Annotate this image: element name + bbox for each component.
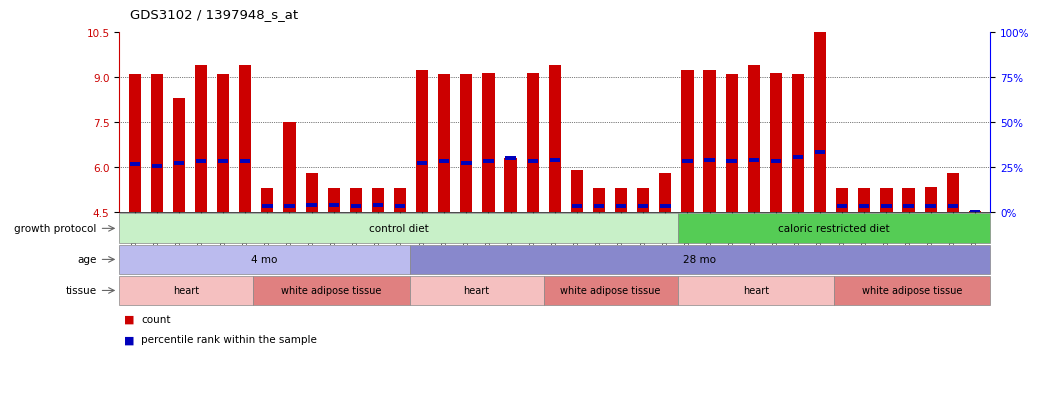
Bar (970, 211, 980, 215)
Bar (638, 205, 648, 209)
Bar (528, 160, 538, 164)
Bar (616, 205, 626, 209)
Bar (770, 160, 781, 164)
Bar (217, 75, 229, 213)
Bar (549, 66, 561, 213)
Bar (593, 189, 606, 213)
Bar (615, 189, 627, 213)
Bar (461, 161, 472, 165)
Bar (571, 205, 582, 209)
Text: tissue: tissue (65, 286, 96, 296)
Bar (372, 189, 384, 213)
Bar (261, 189, 274, 213)
Bar (793, 155, 804, 159)
Text: 28 mo: 28 mo (683, 255, 717, 265)
Bar (417, 161, 427, 165)
Bar (329, 203, 339, 207)
Bar (637, 189, 649, 213)
Bar (173, 99, 185, 213)
Bar (174, 161, 185, 165)
Text: 4 mo: 4 mo (251, 255, 278, 265)
Bar (661, 205, 671, 209)
Bar (902, 189, 915, 213)
Bar (749, 158, 759, 162)
Bar (349, 189, 362, 213)
Text: heart: heart (742, 286, 768, 296)
Text: ■: ■ (124, 314, 135, 324)
Bar (815, 151, 825, 155)
Text: heart: heart (173, 286, 199, 296)
Bar (550, 158, 560, 162)
Text: age: age (77, 255, 96, 265)
Bar (483, 160, 494, 164)
Bar (594, 205, 605, 209)
Bar (439, 75, 450, 213)
Text: control diet: control diet (368, 224, 428, 234)
Bar (660, 174, 671, 213)
Bar (969, 211, 981, 213)
Bar (372, 203, 383, 207)
Bar (416, 71, 428, 213)
Text: GDS3102 / 1397948_s_at: GDS3102 / 1397948_s_at (130, 8, 298, 21)
Bar (328, 189, 340, 213)
Bar (769, 74, 782, 213)
Bar (704, 158, 714, 162)
Bar (859, 189, 870, 213)
Bar (262, 205, 273, 209)
Bar (306, 174, 317, 213)
Bar (903, 205, 914, 209)
Bar (395, 205, 405, 209)
Bar (948, 205, 958, 209)
Bar (859, 205, 869, 209)
Bar (196, 160, 206, 164)
Bar (947, 174, 959, 213)
Bar (925, 205, 935, 209)
Text: ■: ■ (124, 335, 135, 344)
Bar (505, 157, 515, 161)
Bar (482, 74, 495, 213)
Text: count: count (141, 314, 170, 324)
Bar (881, 205, 892, 209)
Bar (682, 160, 693, 164)
Text: white adipose tissue: white adipose tissue (560, 286, 661, 296)
Text: white adipose tissue: white adipose tissue (862, 286, 962, 296)
Bar (504, 159, 516, 213)
Bar (394, 189, 407, 213)
Bar (748, 66, 760, 213)
Bar (240, 66, 251, 213)
Bar (151, 164, 162, 168)
Bar (726, 75, 737, 213)
Bar (218, 160, 228, 164)
Bar (150, 75, 163, 213)
Bar (570, 171, 583, 213)
Text: percentile rank within the sample: percentile rank within the sample (141, 335, 317, 344)
Bar (814, 33, 826, 213)
Bar (351, 205, 361, 209)
Bar (129, 75, 141, 213)
Bar (727, 160, 737, 164)
Bar (880, 189, 893, 213)
Bar (792, 75, 804, 213)
Text: caloric restricted diet: caloric restricted diet (778, 224, 890, 234)
Bar (925, 187, 936, 213)
Bar (195, 66, 207, 213)
Text: white adipose tissue: white adipose tissue (281, 286, 382, 296)
Bar (241, 160, 251, 164)
Bar (836, 189, 848, 213)
Bar (460, 75, 473, 213)
Bar (130, 163, 140, 167)
Text: heart: heart (464, 286, 489, 296)
Bar (681, 71, 694, 213)
Bar (439, 160, 449, 164)
Bar (527, 74, 539, 213)
Text: growth protocol: growth protocol (15, 224, 96, 234)
Bar (306, 203, 316, 207)
Bar (703, 71, 716, 213)
Bar (284, 205, 295, 209)
Bar (283, 123, 296, 213)
Bar (837, 205, 847, 209)
